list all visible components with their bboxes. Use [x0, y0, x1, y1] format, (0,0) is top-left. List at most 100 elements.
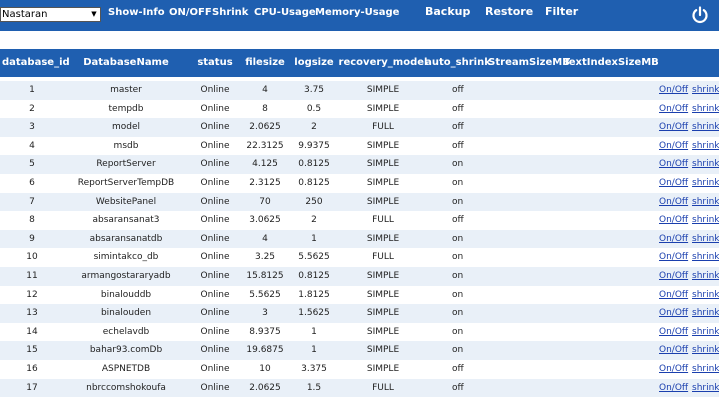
table-row: 1 master Online 4 3.75 SIMPLE off On/Off shrink [0, 81, 719, 100]
shrink-row-link[interactable]: shrink [692, 382, 719, 393]
cell-auto-shrink: on [452, 308, 464, 319]
cell-auto-shrink: on [452, 326, 464, 337]
shrink-row-link[interactable]: shrink [692, 326, 719, 337]
shrink-row-link[interactable]: shrink [692, 159, 719, 170]
power-icon[interactable] [690, 5, 710, 25]
shrink-row-link[interactable]: shrink [692, 345, 719, 356]
col-header-logsize[interactable]: logsize [294, 57, 334, 68]
top-toolbar: Nastaran ▼ Show-Info ON/OFF Shrink CPU-U… [0, 0, 719, 31]
shrink-row-link[interactable]: shrink [692, 289, 719, 300]
on-off-row-link[interactable]: On/Off [659, 196, 689, 207]
shrink-row-link[interactable]: shrink [692, 103, 719, 114]
cell-logsize: 0.8125 [298, 271, 330, 281]
on-off-row-link[interactable]: On/Off [659, 140, 689, 151]
col-header-text-index-size[interactable]: TextIndexSizeMB [563, 57, 659, 68]
shrink-link[interactable]: Shrink [212, 7, 249, 18]
cell-database-name: ReportServerTempDB [77, 178, 175, 188]
cell-status: Online [200, 85, 230, 95]
cell-recovery-model: SIMPLE [366, 364, 400, 374]
shrink-row-link[interactable]: shrink [692, 178, 719, 188]
cell-status: Online [200, 364, 230, 374]
on-off-row-link[interactable]: On/Off [659, 159, 689, 170]
shrink-row-link[interactable]: shrink [692, 233, 719, 244]
show-info-link[interactable]: Show-Info [108, 7, 165, 18]
col-header-stream-size[interactable]: StreamSizeMB [488, 57, 570, 68]
memory-usage-link[interactable]: Memory-Usage [315, 7, 400, 18]
cell-status: Online [200, 140, 230, 151]
on-off-row-link[interactable]: On/Off [659, 271, 689, 281]
shrink-row-link[interactable]: shrink [692, 271, 719, 281]
cell-database-id: 8 [29, 215, 35, 226]
restore-link[interactable]: Restore [485, 5, 534, 18]
col-header-auto-shrink[interactable]: auto_shrink [425, 57, 491, 68]
shrink-row-link[interactable]: shrink [692, 364, 719, 374]
database-select[interactable]: Nastaran ▼ [0, 7, 101, 22]
col-header-database-name[interactable]: DatabaseName [83, 57, 169, 68]
cell-status: Online [200, 122, 230, 133]
cell-logsize: 250 [305, 196, 323, 207]
on-off-row-link[interactable]: On/Off [659, 364, 689, 374]
cell-auto-shrink: off [452, 85, 464, 95]
on-off-row-link[interactable]: On/Off [659, 308, 689, 319]
table-row: 10 simintakco_db Online 3.25 5.5625 FULL on On/… [0, 248, 719, 267]
col-header-database-id[interactable]: database_id [2, 57, 70, 68]
cell-logsize: 2 [311, 122, 317, 133]
on-off-row-link[interactable]: On/Off [659, 326, 689, 337]
shrink-row-link[interactable]: shrink [692, 85, 719, 95]
cell-database-name: binalouden [100, 308, 152, 319]
table-row: 5 ReportServer Online 4.125 0.8125 SIMPLE on On… [0, 155, 719, 174]
cell-recovery-model: SIMPLE [366, 196, 400, 207]
cell-database-id: 2 [29, 103, 35, 114]
cell-auto-shrink: on [452, 178, 464, 188]
cell-auto-shrink: on [452, 159, 464, 170]
shrink-row-link[interactable]: shrink [692, 308, 719, 319]
cell-status: Online [200, 345, 230, 356]
shrink-row-link[interactable]: shrink [692, 140, 719, 151]
on-off-link[interactable]: ON/OFF [169, 7, 212, 18]
table-row: 11 armangostararyadb Online 15.8125 0.8125 SI… [0, 267, 719, 286]
cell-recovery-model: SIMPLE [366, 233, 400, 244]
cell-recovery-model: SIMPLE [366, 326, 400, 337]
cell-status: Online [200, 252, 230, 263]
col-header-status[interactable]: status [197, 57, 233, 68]
shrink-row-link[interactable]: shrink [692, 215, 719, 226]
on-off-row-link[interactable]: On/Off [659, 382, 689, 393]
cell-auto-shrink: on [452, 271, 464, 281]
on-off-row-link[interactable]: On/Off [659, 252, 689, 263]
on-off-row-link[interactable]: On/Off [659, 122, 689, 133]
col-header-recovery-model[interactable]: recovery_model [338, 57, 428, 68]
filter-link[interactable]: Filter [545, 5, 579, 18]
on-off-row-link[interactable]: On/Off [659, 289, 689, 300]
cell-status: Online [200, 103, 230, 114]
shrink-row-link[interactable]: shrink [692, 252, 719, 263]
backup-link[interactable]: Backup [425, 5, 471, 18]
table-row: 16 ASPNETDB Online 10 3.375 SIMPLE off On/Off sh… [0, 360, 719, 379]
cell-status: Online [200, 233, 230, 244]
on-off-row-link[interactable]: On/Off [659, 233, 689, 244]
cell-database-id: 5 [29, 159, 35, 170]
cell-logsize: 3.75 [303, 85, 325, 95]
cell-auto-shrink: on [452, 252, 464, 263]
cell-recovery-model: FULL [372, 382, 394, 393]
cell-filesize: 8 [262, 103, 268, 114]
shrink-row-link[interactable]: shrink [692, 122, 719, 133]
cell-logsize: 1.8125 [298, 289, 330, 300]
shrink-row-link[interactable]: shrink [692, 196, 719, 207]
on-off-row-link[interactable]: On/Off [659, 85, 689, 95]
cell-auto-shrink: on [452, 233, 464, 244]
table-row: 14 echelavdb Online 8.9375 1 SIMPLE on On/Off sh… [0, 323, 719, 342]
on-off-row-link[interactable]: On/Off [659, 215, 689, 226]
cpu-usage-link[interactable]: CPU-Usage [254, 7, 316, 18]
on-off-row-link[interactable]: On/Off [659, 178, 689, 188]
cell-filesize: 4 [262, 233, 268, 244]
cell-logsize: 0.5 [306, 103, 322, 114]
on-off-row-link[interactable]: On/Off [659, 345, 689, 356]
cell-database-id: 15 [26, 345, 38, 356]
on-off-row-link[interactable]: On/Off [659, 103, 689, 114]
cell-database-name: armangostararyadb [81, 271, 171, 281]
cell-logsize: 1.5625 [298, 308, 330, 319]
col-header-filesize[interactable]: filesize [245, 57, 285, 68]
cell-recovery-model: SIMPLE [366, 140, 400, 151]
cell-logsize: 0.8125 [298, 178, 330, 188]
cell-filesize: 70 [259, 196, 271, 207]
